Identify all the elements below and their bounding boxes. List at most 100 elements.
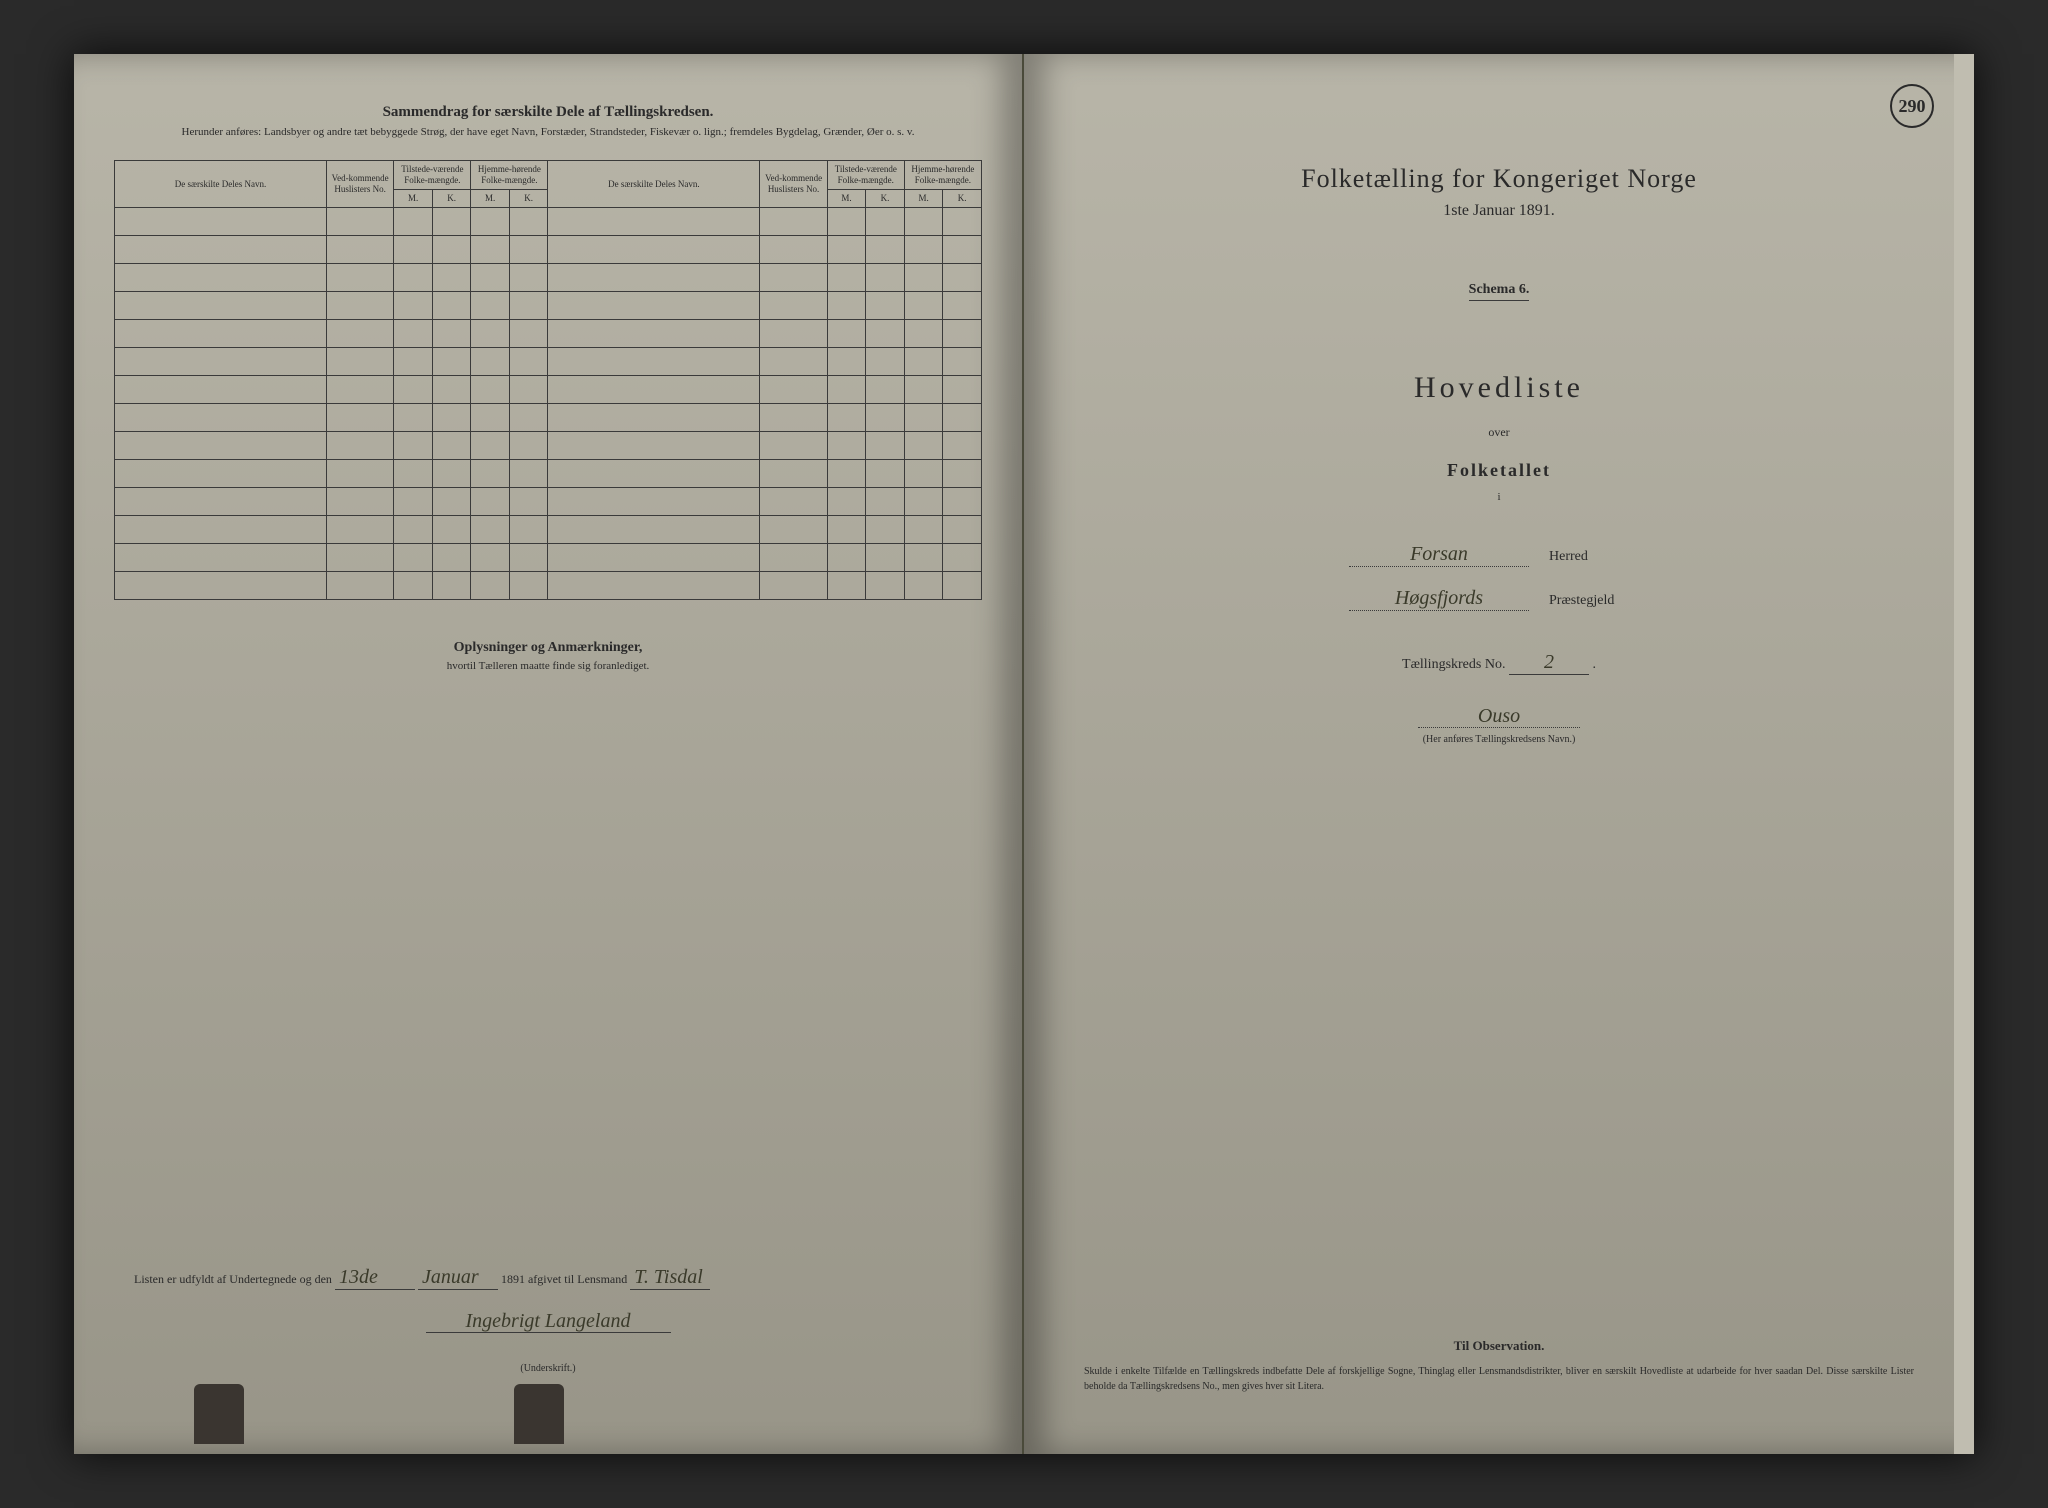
table-row xyxy=(115,515,982,543)
table-cell xyxy=(904,291,943,319)
table-cell xyxy=(432,431,471,459)
table-cell xyxy=(943,459,982,487)
table-row xyxy=(115,263,982,291)
table-cell xyxy=(432,375,471,403)
table-cell xyxy=(326,319,393,347)
table-cell xyxy=(827,291,866,319)
table-cell xyxy=(509,235,548,263)
table-cell xyxy=(760,291,827,319)
table-cell xyxy=(432,459,471,487)
table-cell xyxy=(432,291,471,319)
page-number: 290 xyxy=(1890,84,1934,128)
table-row xyxy=(115,571,982,599)
table-cell xyxy=(904,543,943,571)
table-cell xyxy=(760,319,827,347)
table-cell xyxy=(904,263,943,291)
table-cell xyxy=(509,207,548,235)
table-cell xyxy=(394,543,433,571)
table-cell xyxy=(394,207,433,235)
table-cell xyxy=(760,403,827,431)
table-cell xyxy=(548,291,760,319)
th-k3: K. xyxy=(866,189,905,207)
table-row xyxy=(115,207,982,235)
table-cell xyxy=(432,403,471,431)
table-cell xyxy=(827,263,866,291)
table-cell xyxy=(471,291,510,319)
table-cell xyxy=(471,515,510,543)
table-cell xyxy=(548,487,760,515)
table-cell xyxy=(548,319,760,347)
prestegjeld-row: Høgsfjords Præstegjeld xyxy=(1064,587,1934,611)
table-cell xyxy=(115,291,327,319)
table-cell xyxy=(866,487,905,515)
th-col4: Hjemme-hørende Folke-mængde. xyxy=(471,161,548,190)
table-cell xyxy=(760,235,827,263)
book-page-edges xyxy=(1954,54,1974,1454)
table-cell xyxy=(394,431,433,459)
table-cell xyxy=(509,291,548,319)
th-col1: De særskilte Deles Navn. xyxy=(115,161,327,207)
table-cell xyxy=(326,403,393,431)
table-cell xyxy=(943,291,982,319)
table-cell xyxy=(326,571,393,599)
table-cell xyxy=(827,403,866,431)
table-cell xyxy=(760,515,827,543)
table-cell xyxy=(943,207,982,235)
table-cell xyxy=(943,375,982,403)
obs-title: Til Observation. xyxy=(1084,1338,1914,1354)
census-table: De særskilte Deles Navn. Ved-kommende Hu… xyxy=(114,160,982,599)
table-row xyxy=(115,431,982,459)
table-cell xyxy=(394,263,433,291)
table-cell xyxy=(904,571,943,599)
table-cell xyxy=(904,375,943,403)
table-cell xyxy=(827,431,866,459)
table-row xyxy=(115,459,982,487)
table-cell xyxy=(827,235,866,263)
notes-section: Oplysninger og Anmærkninger, hvortil Tæl… xyxy=(114,640,982,672)
table-cell xyxy=(943,263,982,291)
binder-clip-icon xyxy=(514,1384,564,1444)
table-row xyxy=(115,235,982,263)
table-cell xyxy=(326,291,393,319)
table-cell xyxy=(827,515,866,543)
table-cell xyxy=(548,235,760,263)
binder-clip-icon xyxy=(194,1384,244,1444)
table-cell xyxy=(904,431,943,459)
table-cell xyxy=(509,263,548,291)
table-cell xyxy=(471,571,510,599)
table-cell xyxy=(548,459,760,487)
table-cell xyxy=(548,375,760,403)
table-cell xyxy=(394,571,433,599)
notes-subtitle: hvortil Tælleren maatte finde sig foranl… xyxy=(114,660,982,672)
table-cell xyxy=(394,403,433,431)
th-m1: M. xyxy=(394,189,433,207)
table-body xyxy=(115,207,982,599)
table-cell xyxy=(866,319,905,347)
observation-section: Til Observation. Skulde i enkelte Tilfæl… xyxy=(1084,1338,1914,1394)
table-cell xyxy=(760,207,827,235)
table-cell xyxy=(827,375,866,403)
table-cell xyxy=(432,207,471,235)
obs-text: Skulde i enkelte Tilfælde en Tællingskre… xyxy=(1084,1364,1914,1394)
table-cell xyxy=(760,347,827,375)
folketallet-label: Folketallet xyxy=(1064,460,1934,481)
table-cell xyxy=(943,403,982,431)
table-cell xyxy=(432,347,471,375)
table-row xyxy=(115,487,982,515)
table-cell xyxy=(326,207,393,235)
table-cell xyxy=(827,459,866,487)
table-cell xyxy=(432,571,471,599)
table-cell xyxy=(943,571,982,599)
table-cell xyxy=(115,487,327,515)
table-cell xyxy=(904,459,943,487)
table-cell xyxy=(115,235,327,263)
prestegjeld-value: Høgsfjords xyxy=(1349,587,1529,611)
table-cell xyxy=(509,375,548,403)
table-cell xyxy=(827,319,866,347)
table-cell xyxy=(509,403,548,431)
table-cell xyxy=(432,319,471,347)
th-col3: Tilstede-værende Folke-mængde. xyxy=(394,161,471,190)
kreds-line: Tællingskreds No. 2 . xyxy=(1064,651,1934,675)
table-cell xyxy=(326,263,393,291)
table-cell xyxy=(866,431,905,459)
